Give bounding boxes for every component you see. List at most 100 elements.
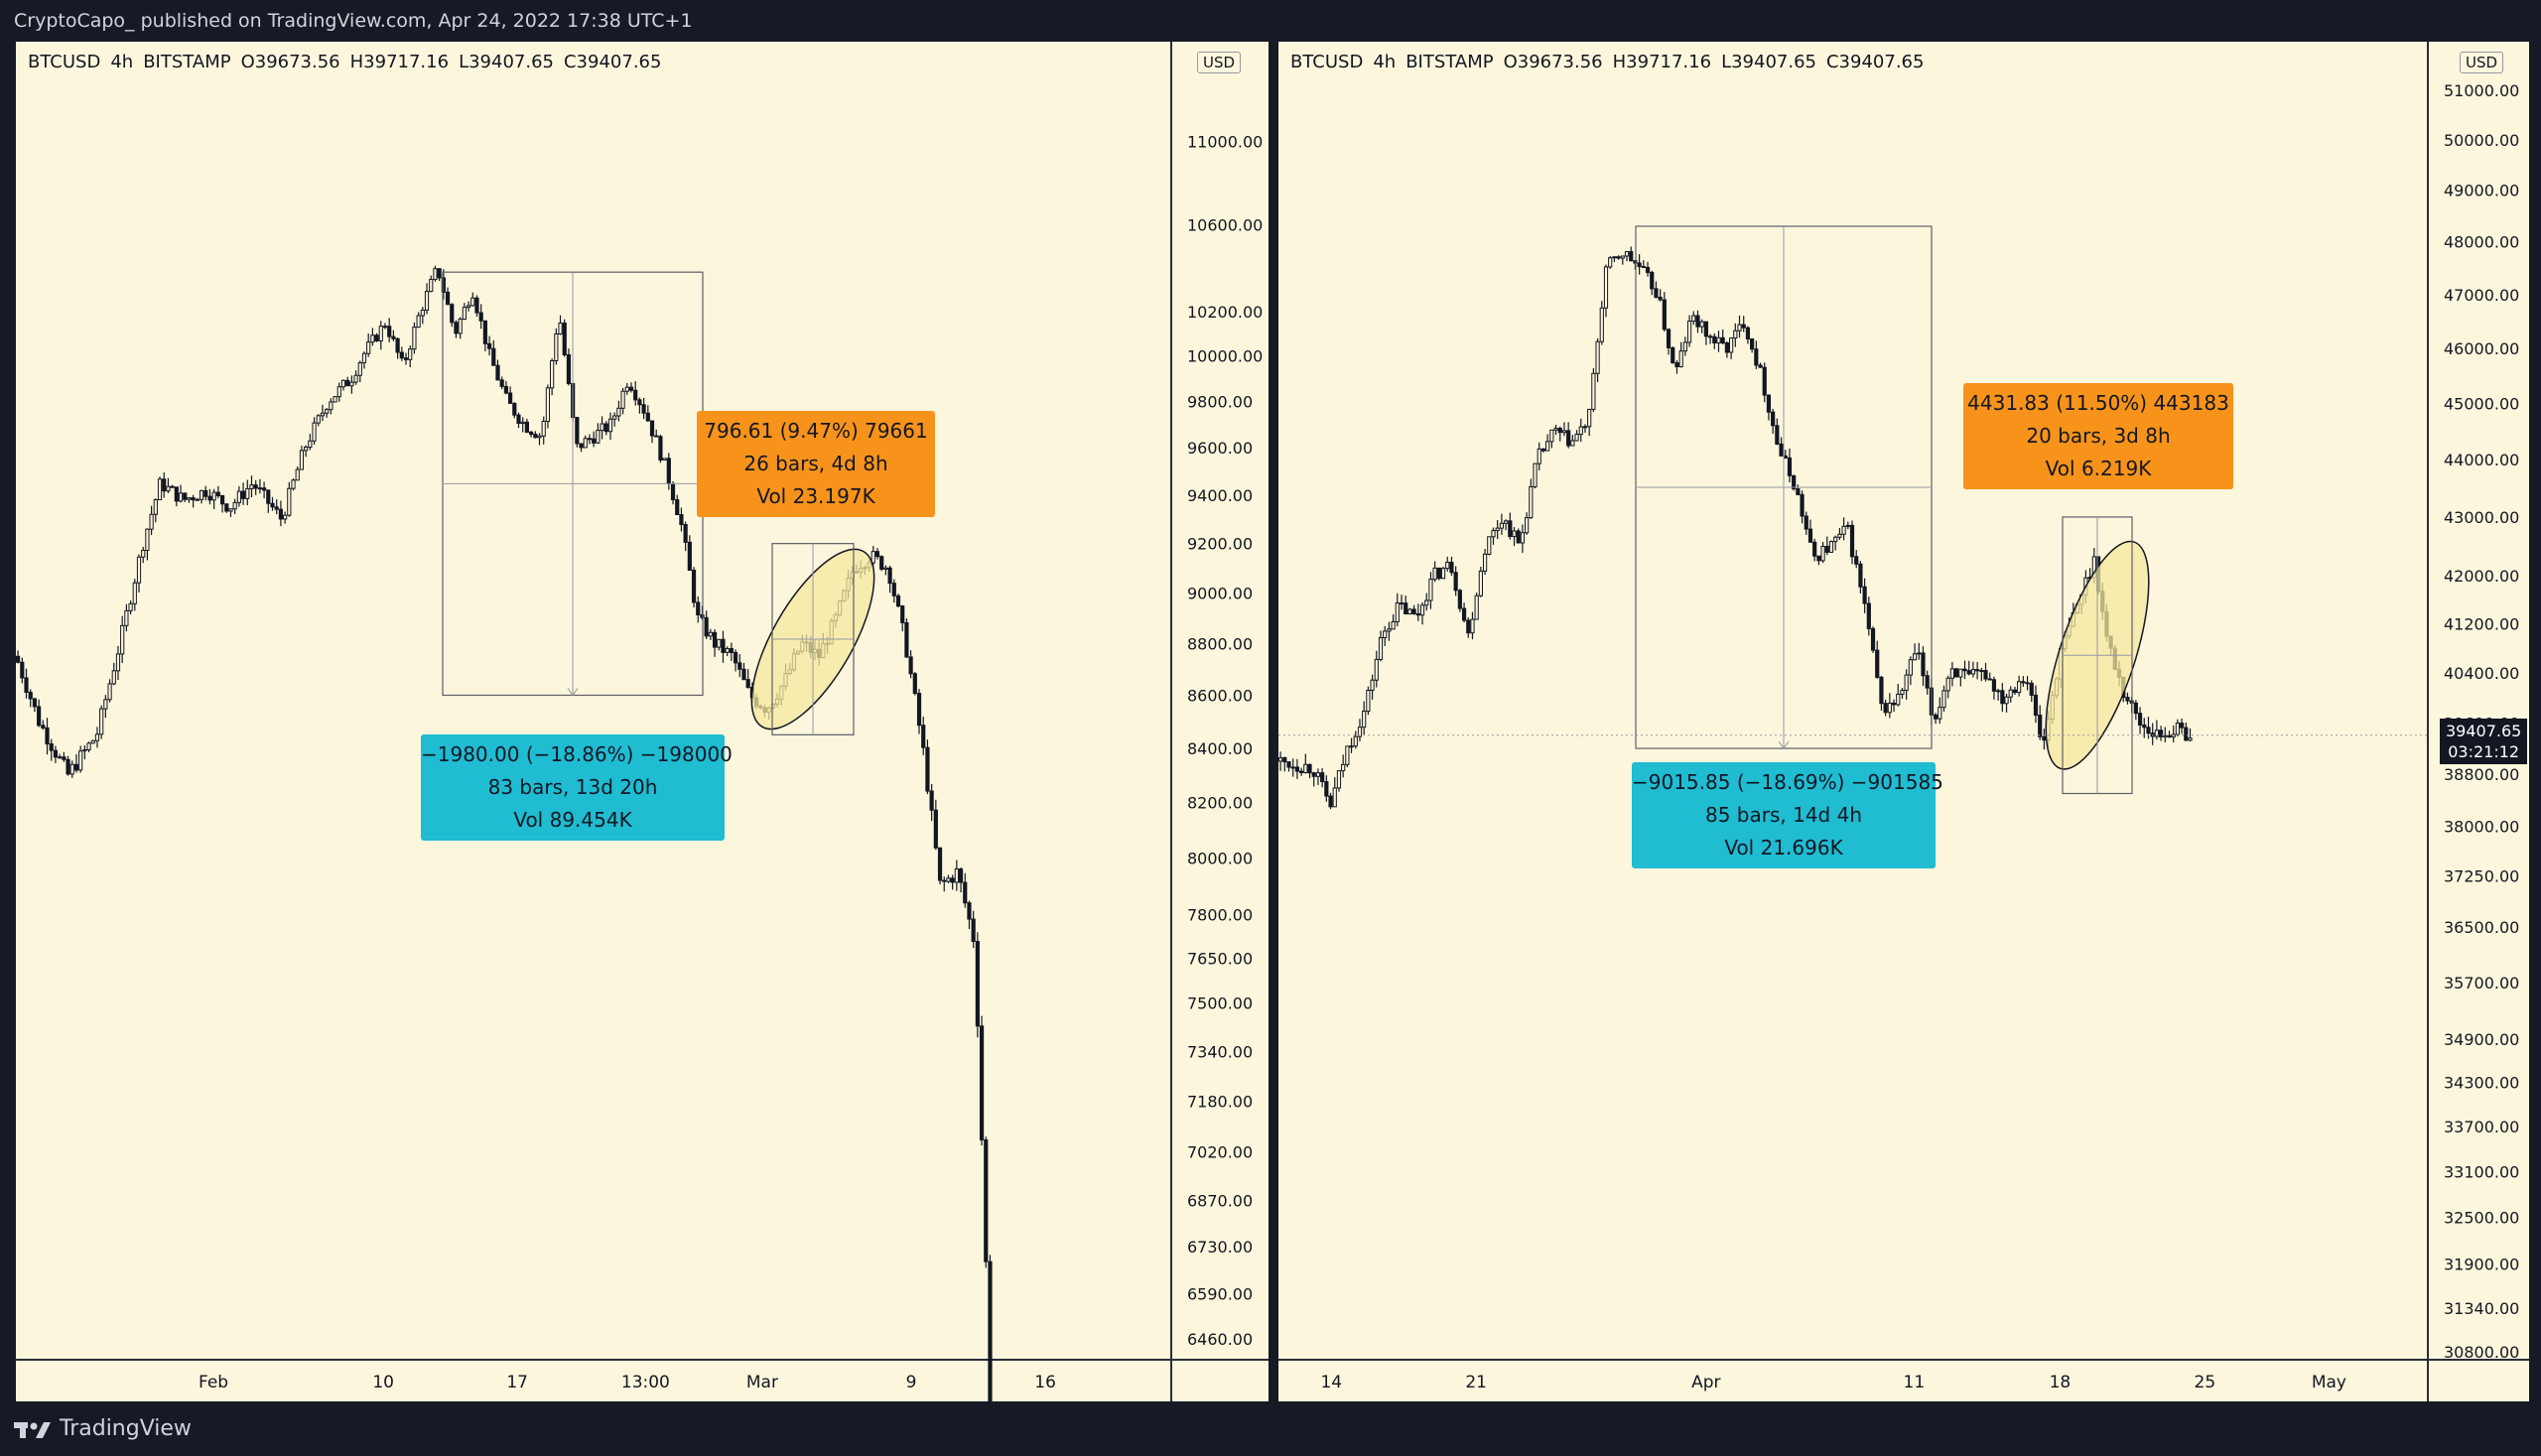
right-candle-body [1457, 590, 1462, 609]
right-candle-body [1970, 669, 1976, 675]
right-candle-body [1658, 296, 1663, 301]
left-candle-body [533, 433, 538, 439]
right-candle-body [1307, 763, 1312, 774]
left-candle-body [645, 412, 650, 422]
left-candle-body [424, 291, 430, 312]
left-candle-body [887, 567, 892, 585]
right-candle-body [1887, 702, 1892, 714]
left-y-tick-label: 8800.00 [1187, 634, 1253, 653]
left-candle-body [333, 396, 337, 403]
right-y-tick-label: 34300.00 [2444, 1074, 2519, 1093]
right-candle-body [1478, 570, 1483, 596]
right-candle-body [1941, 690, 1946, 709]
right-candle-body [1320, 772, 1325, 783]
left-x-tick-label: Feb [199, 1373, 228, 1392]
right-candle-body [1912, 653, 1918, 661]
left-candle-body [524, 421, 530, 433]
left-candle-body [312, 422, 317, 442]
left-candle-body [891, 583, 896, 596]
tradingview-logo-icon [14, 1421, 51, 1438]
left-candle-body [679, 514, 684, 526]
right-candle-body [2137, 713, 2143, 727]
right-candle-body [1792, 474, 1797, 489]
left-candle-body [967, 902, 972, 920]
left-candle-body [988, 1260, 993, 1401]
left-candle-body [120, 624, 125, 655]
left-candle-body [420, 310, 425, 317]
right-candle-body [1800, 493, 1805, 517]
right-candle-body [1645, 266, 1651, 273]
left-candle-body [979, 1025, 985, 1141]
right-candle-body [1570, 440, 1575, 447]
left-measure-down-line3: Vol 89.454K [513, 808, 632, 832]
right-high: H39717.16 [1612, 52, 1712, 72]
left-candle-body [883, 567, 888, 570]
tradingview-logo[interactable]: TradingView [14, 1401, 192, 1456]
left-candle-body [954, 868, 959, 883]
left-candle-body [399, 351, 404, 359]
right-candle-body [1900, 690, 1905, 695]
right-x-tick-label: 21 [1465, 1373, 1487, 1392]
right-candle-body [1637, 262, 1642, 268]
left-candle-body [37, 706, 42, 727]
left-candle-body [929, 790, 934, 811]
left-candle-body [912, 673, 917, 695]
left-candle-body [236, 490, 241, 503]
left-measure-up-line3: Vol 23.197K [756, 484, 875, 508]
right-candle-body [1415, 612, 1420, 616]
right-y-tick-label: 41200.00 [2444, 615, 2519, 634]
left-x-tick-label: 17 [506, 1373, 528, 1392]
right-candle-body [1891, 702, 1897, 706]
left-candle-body [670, 482, 676, 501]
right-candle-body [1282, 757, 1287, 763]
right-candle-body [1303, 763, 1308, 774]
right-chart-panel[interactable]: 51000.00 50000.00 49000.00 48000.00 47000.00… [1278, 42, 2529, 1401]
right-candle-body [1370, 679, 1375, 692]
left-high: H39717.16 [349, 52, 450, 72]
left-candle-body [41, 725, 46, 728]
right-candle-body [1650, 271, 1655, 290]
left-y-tick-label: 7020.00 [1187, 1142, 1253, 1161]
left-candle-body [491, 347, 496, 366]
left-candle-body [395, 337, 400, 353]
left-candle-body [257, 487, 262, 490]
left-currency-tag[interactable]: USD [1197, 52, 1242, 73]
right-measure-down-arrow [1778, 740, 1790, 749]
left-candle-body [166, 485, 171, 492]
left-candle-body [370, 334, 375, 343]
left-candle-body [295, 468, 300, 481]
right-candle-body [1495, 527, 1500, 532]
left-candle-body [183, 492, 188, 500]
right-interval: 4h [1373, 52, 1397, 72]
right-candle-body [1996, 690, 2001, 693]
left-chart-panel[interactable]: 11000.00 10600.00 10200.00 10000.00 9800.00 9… [16, 42, 1269, 1401]
left-candle-body [16, 655, 21, 663]
right-candle-body [1482, 553, 1488, 572]
right-candle-body [1862, 586, 1867, 604]
right-candle-body [2180, 723, 2185, 728]
left-candle-body [378, 326, 383, 341]
right-candle-body [1783, 455, 1788, 459]
right-chart-canvas[interactable]: 51000.00 50000.00 49000.00 48000.00 47000.00… [1278, 42, 2529, 1401]
left-chart-canvas[interactable]: 11000.00 10600.00 10200.00 10000.00 9800.00 9… [16, 42, 1269, 1401]
last-price-value: 39407.65 [2446, 722, 2522, 740]
left-candle-body [662, 458, 667, 461]
left-candle-body [745, 679, 750, 689]
right-candle-body [1804, 515, 1808, 530]
right-candle-body [2163, 734, 2168, 737]
right-candle-body [1712, 335, 1717, 344]
right-candle-body [1512, 530, 1517, 538]
right-candle-body [1991, 679, 1997, 692]
left-y-tick-label: 7340.00 [1187, 1042, 1253, 1061]
left-x-tick-label: Mar [746, 1373, 778, 1392]
right-candle-body [1374, 658, 1379, 681]
left-candle-body [916, 693, 922, 727]
right-candle-body [1470, 618, 1475, 634]
left-candle-body [153, 499, 158, 515]
right-currency-tag[interactable]: USD [2460, 52, 2504, 73]
left-candle-body [69, 763, 74, 775]
right-candle-body [1345, 745, 1350, 765]
left-candle-body [575, 417, 580, 445]
left-candle-body [708, 631, 713, 637]
left-candle-body [666, 458, 671, 484]
